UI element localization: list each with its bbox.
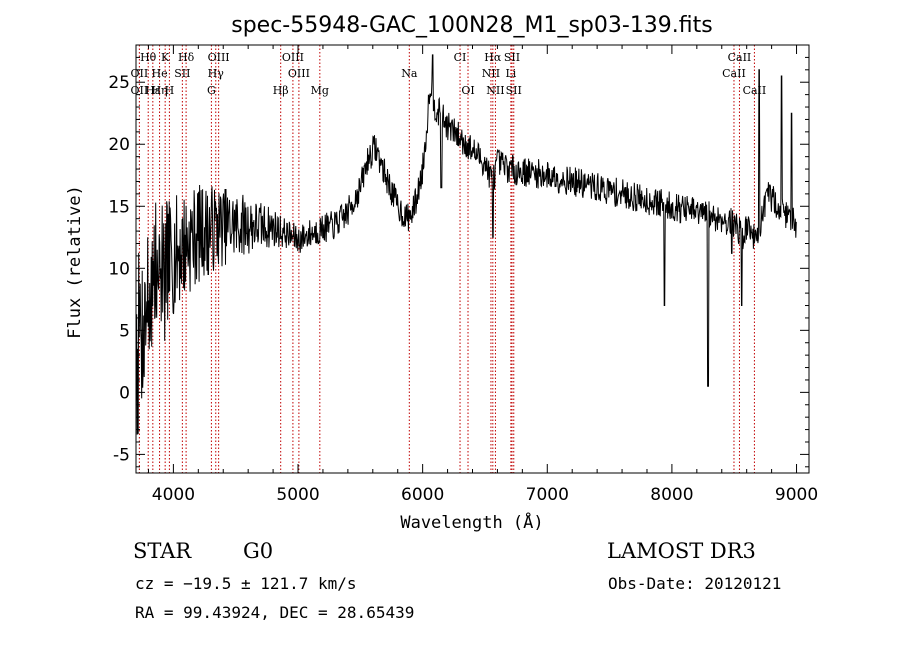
line-marker-label: OII: [131, 67, 149, 80]
line-marker-label: Hε: [145, 84, 161, 97]
x-tick-label: 4000: [152, 485, 195, 505]
x-tick-label: 7000: [526, 485, 569, 505]
line-marker-label: OII: [131, 84, 149, 97]
line-marker-label: NII: [486, 84, 504, 97]
line-marker-label: Hα: [484, 51, 502, 64]
y-tick-label: 0: [119, 383, 130, 403]
line-marker-label: OIII: [288, 67, 310, 80]
x-axis-label: Wavelength (Å): [400, 511, 543, 533]
line-marker-label: SII: [504, 51, 520, 64]
y-tick-label: -5: [113, 445, 130, 465]
y-tick-label: 5: [119, 321, 130, 341]
line-markers: [138, 45, 755, 473]
redshift-text: cz = −19.5 ± 121.7 km/s: [135, 574, 357, 593]
spectrum-series: [136, 54, 797, 435]
line-marker-label: Na: [401, 67, 418, 80]
line-marker-label: Hη: [151, 84, 167, 97]
line-marker-label: OIII: [282, 51, 304, 64]
x-axis: 4000 5000 6000 7000 8000 9000: [147, 45, 818, 505]
y-tick-label: 25: [108, 73, 130, 93]
line-marker-label: Hδ: [178, 51, 195, 64]
y-tick-label: 10: [108, 259, 130, 279]
line-marker-label: Hγ: [208, 67, 225, 80]
line-marker-label: K: [161, 51, 170, 64]
y-tick-label: 20: [108, 135, 130, 155]
coordinates-text: RA = 99.43924, DEC = 28.65439: [135, 603, 415, 622]
line-marker-label: CaII: [722, 67, 746, 80]
line-marker-label: Hθ: [140, 51, 157, 64]
line-marker-label: He: [152, 67, 168, 80]
line-marker-label: H: [165, 84, 175, 97]
line-marker-label: OI: [461, 84, 474, 97]
subclass-label: G0: [243, 539, 274, 563]
class-label: STAR: [133, 539, 192, 563]
x-tick-label: 9000: [775, 485, 818, 505]
line-marker-label: Li: [505, 67, 516, 80]
line-marker-label: CI: [454, 51, 467, 64]
obs-date-text: Obs-Date: 20120121: [608, 574, 782, 593]
line-marker-label: SII: [174, 67, 190, 80]
x-tick-label: 5000: [276, 485, 319, 505]
y-axis-label: Flux (relative): [65, 185, 85, 339]
x-tick-label: 8000: [650, 485, 693, 505]
line-marker-label: G: [207, 84, 216, 97]
line-marker-label: SII: [506, 84, 522, 97]
chart-title: spec-55948-GAC_100N28_M1_sp03-139.fits: [231, 13, 713, 38]
y-axis: -5 0 5 10 15 20 25: [108, 56, 809, 468]
line-marker-label: CaII: [743, 84, 767, 97]
plot-frame: [135, 44, 810, 474]
line-marker-label: Mg: [311, 84, 329, 97]
y-tick-label: 15: [108, 197, 130, 217]
x-tick-label: 6000: [401, 485, 444, 505]
line-marker-label: CaII: [728, 51, 752, 64]
line-marker-label: Hβ: [273, 84, 289, 97]
line-marker-label: OIII: [208, 51, 230, 64]
spectrum-line: [136, 54, 797, 435]
survey-label: LAMOST DR3: [607, 539, 756, 563]
line-marker-label: NII: [482, 67, 500, 80]
